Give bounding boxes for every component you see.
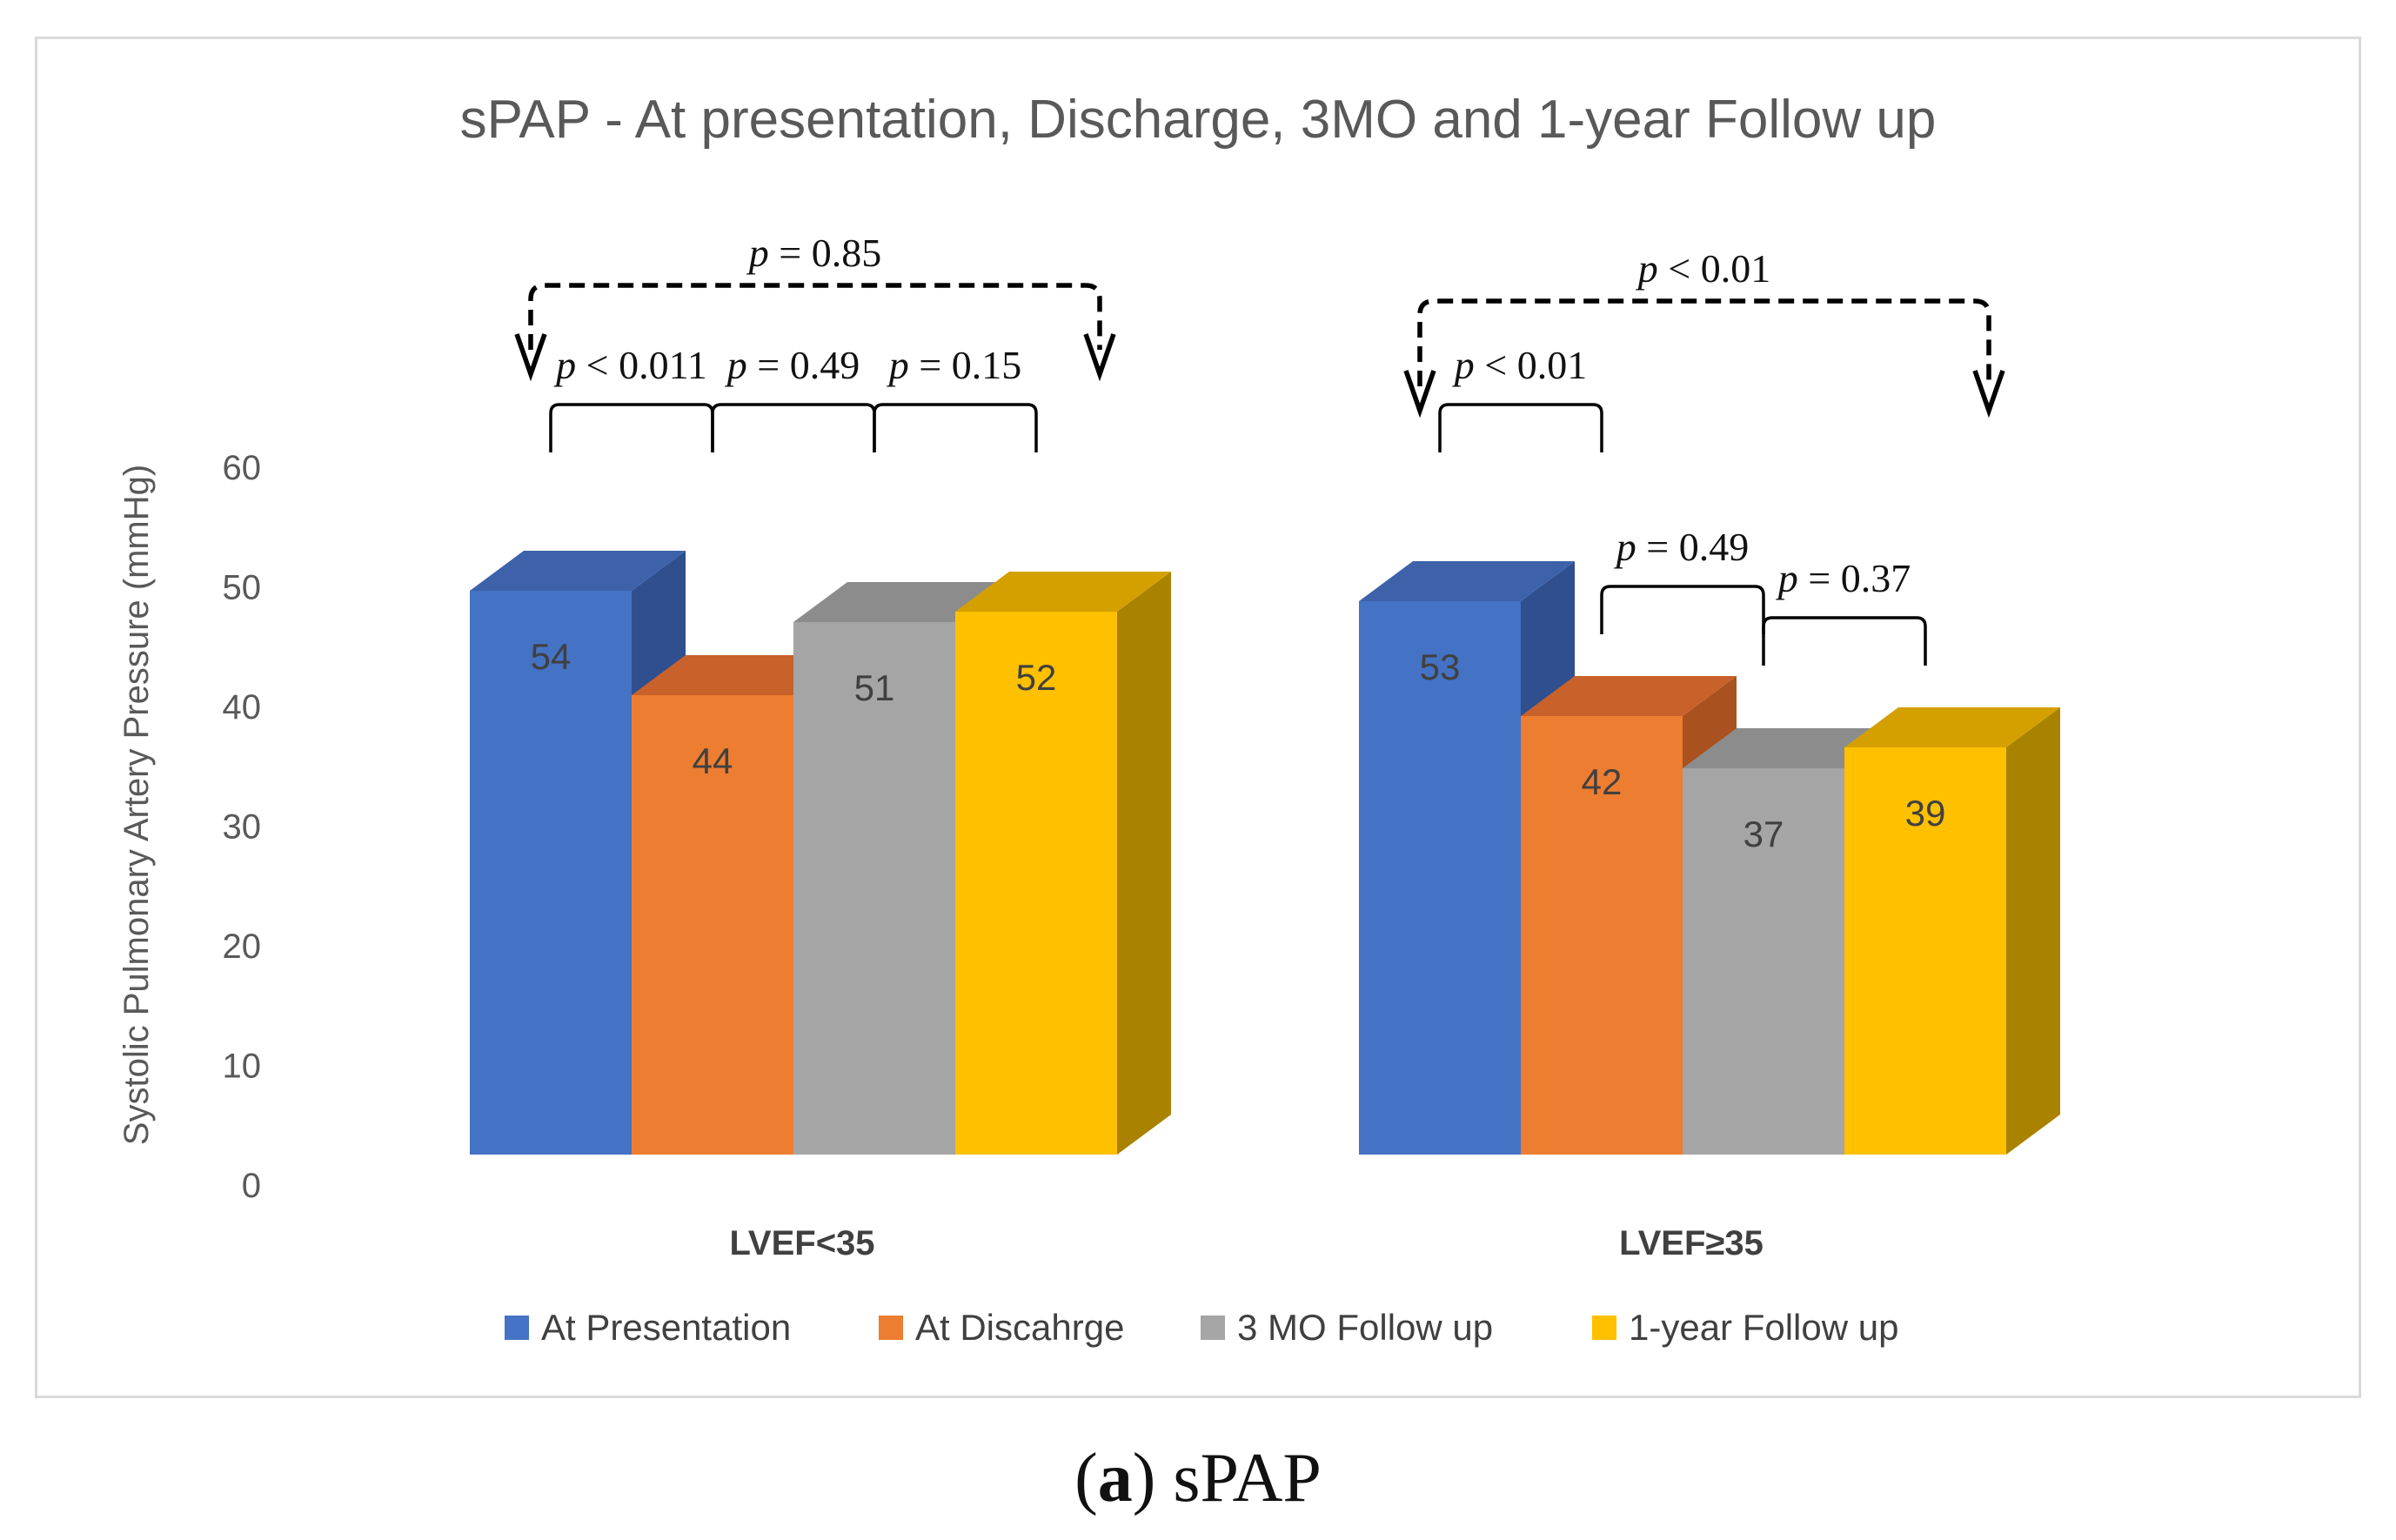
y-tick-label: 10 bbox=[223, 1048, 262, 1086]
bar-top bbox=[1359, 561, 1575, 601]
legend-label: At Discahrge bbox=[915, 1307, 1124, 1348]
overall-comparison-arrow bbox=[1417, 298, 1991, 386]
significance-bracket bbox=[1762, 616, 1927, 666]
y-tick-label: 20 bbox=[223, 927, 262, 966]
bar-front bbox=[1521, 716, 1683, 1155]
caption-letter: a bbox=[1098, 1440, 1133, 1517]
bar-value-label: 54 bbox=[531, 636, 572, 677]
legend-item: 1-year Follow up bbox=[1592, 1307, 1898, 1348]
y-axis-label: Systolic Pulmonary Artery Pressure (mmHg… bbox=[117, 465, 156, 1145]
figure-caption: (a) sPAP bbox=[1074, 1440, 1322, 1517]
y-tick-label: 0 bbox=[242, 1167, 261, 1205]
bar-front bbox=[1359, 601, 1521, 1155]
overall-comparison-arrow bbox=[528, 283, 1102, 350]
significance-bracket bbox=[549, 403, 714, 452]
bar-front bbox=[470, 591, 632, 1155]
y-tick-label: 30 bbox=[223, 808, 262, 847]
bar-top bbox=[470, 551, 686, 591]
legend-label: 1-year Follow up bbox=[1629, 1307, 1898, 1348]
significance-bracket bbox=[711, 403, 876, 452]
bar-top bbox=[955, 572, 1171, 612]
bar-front bbox=[1683, 768, 1844, 1155]
p-value-label: p = 0.15 bbox=[887, 343, 1021, 387]
legend-label: At Presentation bbox=[541, 1307, 791, 1348]
bar-top bbox=[1844, 707, 2060, 747]
arrow-head bbox=[1972, 370, 2005, 418]
bar-front bbox=[793, 622, 955, 1155]
bar-value-label: 52 bbox=[1016, 657, 1057, 698]
bar-side bbox=[2006, 707, 2060, 1155]
legend-item: At Presentation bbox=[505, 1307, 791, 1348]
bar-value-label: 39 bbox=[1905, 793, 1946, 834]
bar bbox=[955, 572, 1171, 1155]
p-value-label: p < 0.01 bbox=[1452, 343, 1587, 387]
category-label: LVEF<35 bbox=[729, 1224, 874, 1262]
bar-front bbox=[955, 612, 1117, 1155]
bar-front bbox=[632, 695, 793, 1155]
y-tick-label: 40 bbox=[223, 688, 262, 726]
arrow-head bbox=[514, 333, 547, 382]
p-value-label: p = 0.49 bbox=[725, 343, 860, 387]
y-tick-label: 60 bbox=[223, 449, 262, 487]
arrow-head bbox=[1083, 333, 1116, 382]
chart-title: sPAP - At presentation, Discharge, 3MO a… bbox=[460, 90, 1937, 150]
bar-value-label: 53 bbox=[1420, 646, 1461, 687]
bar bbox=[1844, 707, 2060, 1155]
legend-swatch bbox=[879, 1316, 903, 1340]
y-tick-label: 50 bbox=[223, 569, 262, 607]
p-value-label: p = 0.85 bbox=[746, 231, 881, 275]
significance-bracket bbox=[873, 403, 1038, 452]
p-value-label: p < 0.01 bbox=[1636, 246, 1770, 291]
legend-swatch bbox=[1201, 1316, 1225, 1340]
category-label: LVEF≥35 bbox=[1619, 1224, 1764, 1262]
arrow-head bbox=[1403, 370, 1436, 418]
legend-item: 3 MO Follow up bbox=[1201, 1307, 1493, 1348]
bar-top bbox=[1521, 676, 1737, 716]
significance-bracket bbox=[1438, 403, 1603, 452]
legend-item: At Discahrge bbox=[879, 1307, 1124, 1348]
significance-bracket bbox=[1600, 585, 1765, 634]
bar-value-label: 37 bbox=[1743, 814, 1784, 854]
legend-swatch bbox=[505, 1316, 529, 1340]
bar-value-label: 51 bbox=[854, 667, 895, 708]
legend-swatch bbox=[1592, 1316, 1616, 1340]
bar-front bbox=[1844, 747, 2006, 1155]
bar-side bbox=[1117, 572, 1171, 1155]
bar-value-label: 44 bbox=[693, 740, 733, 781]
p-value-label: p < 0.011 bbox=[553, 343, 707, 387]
legend-label: 3 MO Follow up bbox=[1237, 1307, 1493, 1348]
bar-value-label: 42 bbox=[1582, 761, 1623, 802]
p-value-label: p = 0.49 bbox=[1614, 525, 1749, 569]
p-value-label: p = 0.37 bbox=[1776, 556, 1911, 600]
chart-frame bbox=[35, 37, 2361, 1398]
